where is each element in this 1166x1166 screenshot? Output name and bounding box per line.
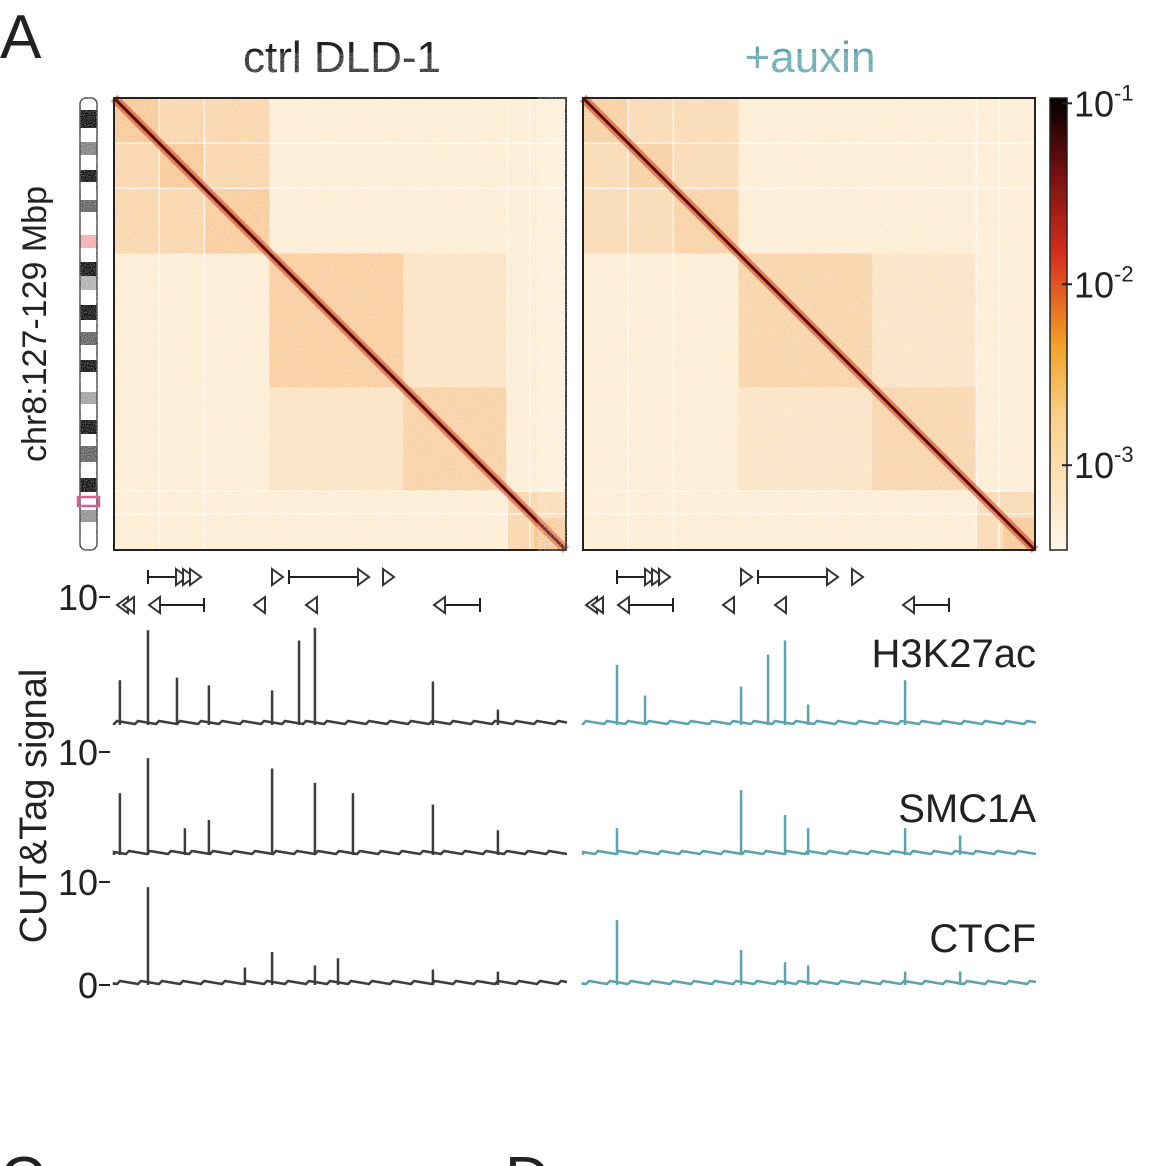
diagonal <box>581 96 1037 552</box>
ideogram-band <box>80 434 97 446</box>
motif <box>432 595 446 615</box>
motif <box>616 595 630 615</box>
ideogram-band <box>80 510 97 522</box>
ideogram-band <box>80 372 97 392</box>
axis-label: chr8:127-129 Mbp <box>16 186 54 462</box>
colorbar-tick-label: 10-1 <box>1074 80 1134 124</box>
motif <box>901 595 915 615</box>
panel-label: C <box>0 1145 45 1166</box>
track-baseline <box>581 979 1037 986</box>
motif <box>658 567 672 587</box>
ideogram-band <box>80 320 97 332</box>
motif <box>304 595 318 615</box>
ideogram-outline <box>79 97 98 551</box>
tick-base: 10 <box>1074 445 1114 486</box>
panel-title: ctrl DLD-1 <box>243 33 441 82</box>
y-tick-label: 0 <box>78 965 98 1006</box>
motif <box>121 595 135 615</box>
tick-base: 10 <box>1074 264 1114 305</box>
ideogram-region <box>76 495 101 508</box>
heatmap-frame <box>113 97 567 551</box>
ideogram-band <box>80 276 97 290</box>
ideogram-band <box>80 404 97 420</box>
ideogram-band <box>80 522 97 550</box>
motif <box>590 595 604 615</box>
tick-exp: -3 <box>1114 442 1134 467</box>
track-baseline <box>112 719 568 726</box>
motif <box>721 595 735 615</box>
colorbar <box>1049 97 1068 551</box>
colorbar-tick-label: 10-2 <box>1074 261 1134 305</box>
ideogram-band <box>80 248 97 262</box>
track-baseline <box>581 849 1037 856</box>
y-tick-label: 10 <box>58 862 98 903</box>
ideogram-band <box>80 360 97 372</box>
ideogram-band <box>80 170 97 182</box>
ideogram-band <box>80 392 97 404</box>
ideogram-band <box>80 98 97 110</box>
motif <box>182 567 196 587</box>
track-label: SMC1A <box>898 787 1036 831</box>
heatmap-frame <box>582 97 1036 551</box>
track-label: H3K27ac <box>871 632 1036 676</box>
ideogram-band <box>80 345 97 360</box>
ideogram-band <box>80 212 97 235</box>
ideogram-band <box>80 290 97 305</box>
motif <box>147 595 161 615</box>
y-tick-label: 10 <box>58 577 98 618</box>
diagonal <box>112 96 568 552</box>
ideogram-band <box>80 492 97 510</box>
motif <box>826 567 840 587</box>
ideogram-band <box>80 110 97 128</box>
ideogram-band <box>80 235 97 248</box>
ideogram-band <box>80 420 97 434</box>
ideogram-band <box>80 332 97 345</box>
motif <box>252 595 266 615</box>
motif <box>651 567 665 587</box>
ideogram-band <box>80 478 97 492</box>
motif <box>357 567 371 587</box>
ideogram-band <box>80 200 97 212</box>
colorbar-tick-label: 10-3 <box>1074 442 1134 486</box>
ideogram-band <box>80 262 97 276</box>
panel-label: A <box>0 3 42 72</box>
motif <box>773 595 787 615</box>
panel-title: +auxin <box>745 33 876 82</box>
motif <box>189 567 203 587</box>
track-baseline <box>581 719 1037 726</box>
motif <box>175 567 189 587</box>
tick-exp: -2 <box>1114 261 1134 286</box>
ideogram-band <box>80 462 97 478</box>
motif <box>851 567 865 587</box>
track-baseline <box>112 849 568 856</box>
motif <box>271 567 285 587</box>
panel-label: D <box>505 1145 550 1166</box>
tick-base: 10 <box>1074 83 1114 124</box>
motif <box>644 567 658 587</box>
motif <box>740 567 754 587</box>
ideogram-band <box>80 128 97 142</box>
ideogram-band <box>80 446 97 462</box>
motif <box>382 567 396 587</box>
track-label: CTCF <box>929 917 1036 961</box>
y-tick-label: 10 <box>58 732 98 773</box>
axis-label: CUT&Tag signal <box>13 669 55 944</box>
ideogram-band <box>80 182 97 200</box>
ideogram-band <box>80 155 97 170</box>
tick-exp: -1 <box>1114 80 1134 105</box>
ideogram-band <box>80 142 97 155</box>
ideogram-band <box>80 305 97 320</box>
